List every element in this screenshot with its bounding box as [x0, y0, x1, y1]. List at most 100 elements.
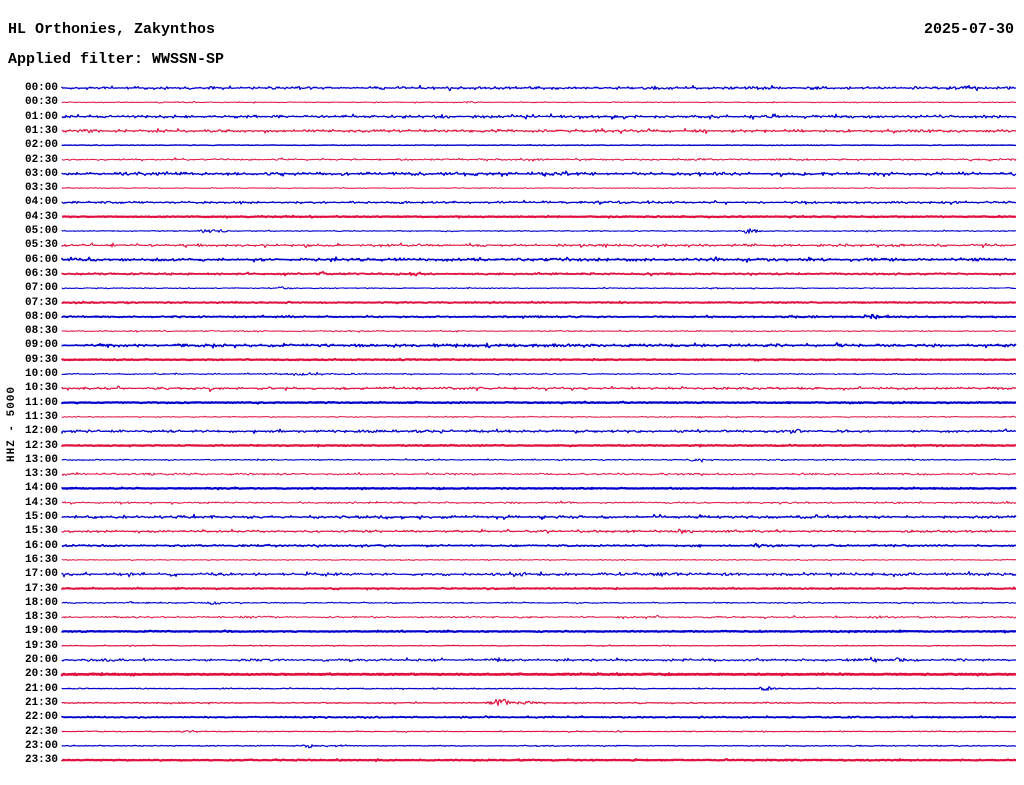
time-label: 03:00: [24, 167, 58, 180]
trace-03:00: [61, 170, 1017, 178]
time-label: 13:00: [24, 453, 58, 466]
time-label: 21:00: [24, 682, 58, 695]
time-label: 20:30: [24, 668, 58, 681]
time-label: 11:00: [24, 396, 58, 409]
time-label: 20:00: [24, 654, 58, 666]
time-label: 04:30: [24, 210, 58, 223]
time-label: 16:30: [24, 553, 58, 566]
trace-17:00: [61, 571, 1017, 578]
trace-03:30: [61, 187, 1017, 190]
time-label: 18:30: [24, 611, 58, 624]
trace-02:00: [61, 143, 1017, 147]
trace-19:00: [60, 629, 1017, 634]
time-label: 09:30: [24, 353, 58, 366]
trace-04:30: [61, 214, 1017, 219]
time-label: 15:30: [24, 525, 58, 538]
trace-17:30: [61, 586, 1016, 591]
time-label: 23:00: [24, 739, 58, 752]
trace-15:30: [61, 528, 1017, 535]
time-label: 00:30: [24, 96, 58, 109]
trace-16:30: [61, 558, 1017, 562]
time-label: 22:30: [24, 725, 58, 738]
time-label: 07:00: [24, 282, 58, 295]
time-label: 02:00: [24, 139, 58, 152]
trace-14:30: [61, 500, 1017, 505]
time-label: 01:30: [24, 124, 58, 137]
trace-00:30: [61, 100, 1017, 104]
time-label: 01:00: [24, 110, 58, 123]
trace-16:00: [61, 542, 1016, 549]
time-label: 14:00: [24, 482, 58, 495]
trace-02:30: [61, 157, 1017, 162]
time-label: 03:30: [24, 182, 58, 195]
time-label: 08:30: [24, 325, 58, 338]
time-label: 15:00: [24, 511, 58, 523]
trace-04:00: [61, 199, 1017, 206]
time-label: 02:30: [24, 153, 58, 166]
time-label: 06:00: [24, 253, 58, 266]
time-label: 11:30: [24, 410, 58, 423]
trace-08:30: [61, 329, 1017, 333]
trace-13:00: [61, 458, 1017, 463]
time-label: 16:00: [24, 539, 58, 552]
time-label: 05:30: [24, 239, 58, 252]
time-label: 21:30: [24, 696, 58, 709]
trace-21:30: [61, 698, 1017, 707]
trace-01:00: [61, 113, 1017, 120]
trace-09:30: [60, 357, 1017, 362]
trace-10:00: [61, 371, 1017, 376]
trace-13:30: [61, 471, 1017, 477]
trace-07:00: [61, 286, 1017, 290]
time-label: 23:30: [24, 754, 58, 767]
trace-15:00: [61, 513, 1017, 521]
time-label: 14:30: [24, 496, 58, 509]
time-label: 13:30: [24, 468, 58, 481]
filter-label: Applied filter: WWSSN-SP: [8, 51, 225, 68]
trace-12:00: [61, 428, 1017, 435]
date-label: 2025-07-30: [923, 21, 1014, 38]
trace-01:30: [61, 127, 1016, 135]
time-label: 19:00: [24, 625, 58, 638]
time-label: 17:00: [24, 568, 58, 581]
trace-00:00: [61, 84, 1017, 92]
time-label: 06:30: [24, 267, 58, 280]
time-label: 19:30: [24, 639, 58, 652]
time-label: 05:00: [24, 225, 58, 237]
trace-06:00: [61, 256, 1017, 263]
trace-20:30: [60, 672, 1017, 677]
trace-22:00: [61, 715, 1017, 719]
trace-12:30: [60, 443, 1017, 448]
trace-14:00: [60, 486, 1017, 491]
trace-07:30: [61, 300, 1017, 305]
time-label: 09:00: [24, 339, 58, 352]
trace-11:30: [61, 415, 1017, 419]
time-label: 17:30: [24, 582, 58, 595]
trace-08:00: [61, 313, 1017, 320]
time-label: 00:00: [24, 82, 58, 94]
time-label: 08:00: [24, 310, 58, 323]
time-label: 07:30: [24, 296, 58, 309]
trace-06:30: [61, 270, 1017, 277]
trace-09:00: [61, 342, 1017, 349]
trace-19:30: [61, 644, 1017, 647]
trace-05:30: [61, 242, 1016, 249]
time-label: 22:00: [24, 711, 58, 724]
trace-05:00: [61, 228, 1016, 234]
time-label: 12:30: [24, 439, 58, 452]
trace-18:00: [61, 601, 1017, 605]
trace-11:00: [60, 400, 1017, 405]
trace-23:30: [60, 758, 1017, 763]
trace-10:30: [61, 385, 1017, 393]
trace-18:30: [61, 614, 1017, 620]
time-label: 12:00: [24, 425, 58, 438]
trace-23:00: [61, 744, 1017, 749]
time-label: 10:00: [24, 368, 58, 380]
trace-20:00: [61, 656, 1017, 663]
time-label: 04:00: [24, 196, 58, 209]
trace-22:30: [61, 729, 1017, 733]
station-title: HL Orthonies, Zakynthos: [8, 21, 216, 38]
time-label: 18:00: [24, 596, 58, 609]
